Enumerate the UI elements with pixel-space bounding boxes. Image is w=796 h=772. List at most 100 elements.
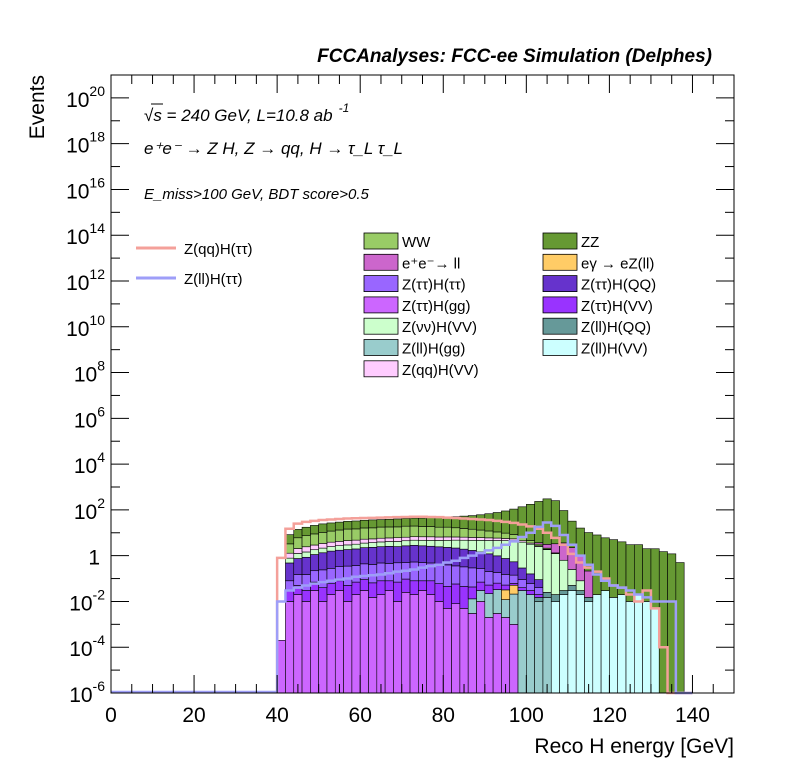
bar [318,532,328,544]
legend-line-label: Z(ll)H(ττ) [184,271,243,288]
bar [526,594,535,694]
bar [393,546,403,564]
bar [384,590,394,694]
bar [359,542,369,548]
bar [334,580,344,591]
bar [517,590,527,694]
bar [401,525,411,538]
bar [509,593,519,625]
bar [359,547,369,565]
bar [534,587,544,595]
bar [434,540,444,548]
legend-label: Z(qq)H(VV) [402,362,479,379]
bar [467,567,477,588]
bar [359,527,369,540]
bar [326,594,336,694]
bar [434,517,444,528]
bar [484,593,494,618]
bar [476,537,486,541]
bar [434,526,444,538]
legend-swatch [363,232,399,250]
bar [434,546,444,565]
bar [376,537,386,543]
legend-label: ZZ [581,234,599,251]
bar [501,617,511,694]
bar [550,553,560,595]
process-annotation: e⁺e⁻ → Z H, Z → qq, H → τ_L τ_L [144,139,403,158]
bar [393,541,403,547]
bar [426,526,436,538]
bar [334,590,344,694]
y-axis-label: Events [26,75,49,139]
bar [376,526,386,539]
bar [418,580,427,591]
bar [534,546,544,580]
bar [318,523,328,533]
legend-label: Z(ll)H(QQ) [581,319,651,336]
bar [434,583,444,602]
bar [310,533,319,546]
bar [459,608,469,694]
legend-label: Z(νν)H(VV) [402,319,477,336]
bar [343,528,353,541]
legend-label: WW [402,234,431,251]
legend-backgrounds: WW ZZ e⁺e⁻→ ll eγ → eZ(ll) Z(ττ)H(ττ) Z(ττ)H(… [363,232,656,379]
bar [442,586,452,609]
bar [368,542,378,548]
bar [326,546,336,552]
legend-swatch [363,296,399,314]
bar [575,594,585,694]
bar [467,598,477,614]
x-tick-label: 60 [349,704,372,727]
legend-swatch [542,339,578,356]
cut-annotation: E_miss>100 GeV, BDT score>0.5 [144,186,369,203]
bar [459,586,469,609]
bar [301,551,311,558]
bar [634,594,643,694]
legend-swatch [542,275,578,293]
legend-label: eγ → eZ(ll) [581,255,654,272]
bar [484,537,494,541]
bar [517,567,527,580]
bar [376,580,386,595]
bar [301,590,311,602]
bar [484,584,494,594]
bar [401,518,411,527]
bar [301,556,311,575]
bar [584,597,594,602]
bar [310,590,319,694]
bar [492,531,502,539]
y-tick-label: 1016 [66,174,105,203]
bar [351,594,361,694]
bar [326,550,336,569]
legend-swatch [542,253,578,271]
bar [285,562,295,582]
bar [559,559,569,591]
bar [351,539,361,545]
bar [492,572,502,584]
y-tick-label: 1014 [66,220,105,249]
bar [384,546,394,564]
bar [334,521,344,531]
bar [326,583,336,595]
bar [575,580,585,591]
bar [517,579,527,588]
bar [442,564,452,587]
y-tick-label: 1 [88,547,100,570]
bar [418,517,427,527]
bar [334,545,344,551]
legend-signal: Z(qq)H(ττ) Z(ll)H(ττ) [136,241,253,288]
bar [534,601,544,694]
bar [484,571,494,586]
bar [418,590,427,694]
bar [343,521,353,530]
bar [467,586,477,600]
bar [501,584,511,591]
x-tick-label: 80 [432,704,455,727]
bar [301,526,311,537]
bar [600,590,610,694]
stack-z-h-qq [285,545,544,588]
bar [409,517,419,527]
bar [426,536,436,541]
